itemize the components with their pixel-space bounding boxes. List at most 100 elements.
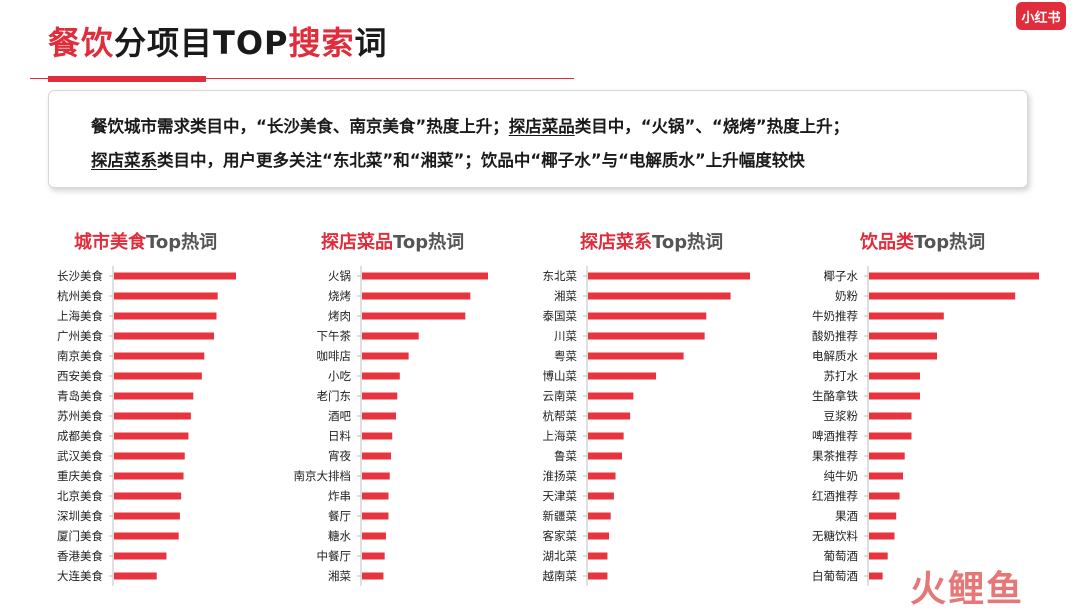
bar — [114, 452, 185, 460]
bar — [869, 292, 1016, 300]
bar — [869, 372, 920, 380]
tick-label: 果酒 — [835, 509, 858, 523]
bar — [869, 572, 883, 580]
chart-title-city-food: 城市美食Top热词 — [74, 228, 217, 254]
bar — [588, 572, 608, 580]
tick-label: 武汉美食 — [57, 449, 103, 463]
tick-label: 青岛美食 — [57, 389, 103, 403]
bar — [114, 392, 194, 400]
summary-box: 餐饮城市需求类目中，“长沙美食、南京美食”热度上升；探店菜品类目中，“火锅”、“… — [48, 90, 1028, 188]
bar — [869, 552, 888, 560]
tick-label: 越南菜 — [543, 569, 578, 583]
bar — [869, 512, 897, 520]
tick-label: 香港美食 — [57, 549, 103, 563]
bar — [869, 432, 912, 440]
bar — [588, 272, 750, 280]
bar — [362, 532, 386, 540]
bar — [588, 372, 657, 380]
bar — [869, 312, 944, 320]
tick-label: 南京大排档 — [294, 469, 352, 483]
tick-label: 天津菜 — [543, 489, 578, 503]
tick-label: 鲁菜 — [554, 449, 577, 463]
tick-label: 湘菜 — [328, 569, 351, 583]
tick-label: 纯牛奶 — [824, 469, 859, 483]
bar — [114, 572, 157, 580]
chart-title-cuisines: 探店菜系Top热词 — [580, 228, 723, 254]
bar — [362, 412, 397, 420]
tick-label: 北京美食 — [57, 489, 103, 503]
tick-label: 泰国菜 — [543, 309, 578, 323]
bar — [588, 332, 705, 340]
bar — [869, 272, 1039, 280]
tick-label: 椰子水 — [824, 269, 859, 283]
tick-label: 上海美食 — [57, 309, 103, 323]
bar — [114, 332, 215, 340]
tick-label: 上海菜 — [543, 429, 578, 443]
tick-label: 牛奶推荐 — [812, 309, 858, 323]
bar — [588, 552, 608, 560]
tick-label: 东北菜 — [543, 269, 578, 283]
tick-label: 奶粉 — [835, 289, 858, 303]
page-title: 餐饮分项目TOP搜索词 — [48, 18, 388, 64]
bar — [588, 512, 611, 520]
bar — [869, 392, 920, 400]
summary-text: 类目中，“火锅”、“烧烤”热度上升； — [574, 117, 850, 136]
tick-label: 云南菜 — [543, 389, 578, 403]
bar — [588, 432, 624, 440]
bar — [588, 352, 684, 360]
bar — [114, 532, 179, 540]
tick-label: 烤肉 — [328, 309, 351, 323]
title-divider — [30, 78, 574, 79]
bar — [869, 532, 895, 540]
bar — [588, 392, 634, 400]
tick-label: 苏打水 — [824, 369, 859, 383]
bar — [588, 472, 616, 480]
bar — [362, 452, 391, 460]
tick-label: 电解质水 — [812, 349, 858, 363]
bar — [362, 272, 488, 280]
bar — [362, 372, 400, 380]
bar — [869, 472, 903, 480]
tick-label: 广州美食 — [57, 329, 103, 343]
summary-line-1: 餐饮城市需求类目中，“长沙美食、南京美食”热度上升；探店菜品类目中，“火锅”、“… — [91, 113, 849, 137]
chart-title-part: Top热词 — [146, 232, 218, 253]
bar — [362, 492, 389, 500]
tick-label: 湘菜 — [554, 289, 577, 303]
tick-label: 糖水 — [328, 529, 351, 543]
xiaohongshu-logo: 小红书 — [1016, 2, 1066, 30]
tick-label: 生酪拿铁 — [812, 389, 858, 403]
tick-label: 火锅 — [328, 269, 351, 283]
bar — [114, 492, 182, 500]
tick-label: 下午茶 — [317, 329, 352, 343]
title-part: 搜索 — [288, 24, 355, 62]
title-part: 词 — [354, 24, 388, 62]
chart-title-drinks: 饮品类Top热词 — [860, 228, 985, 254]
bar — [362, 312, 466, 320]
tick-label: 无糖饮料 — [812, 529, 858, 543]
drinks-bar-chart: 椰子水奶粉牛奶推荐酸奶推荐电解质水苏打水生酪拿铁豆浆粉啤酒推荐果茶推荐纯牛奶红酒… — [812, 266, 1039, 586]
chart-title-part: Top热词 — [393, 232, 465, 253]
bar — [362, 352, 409, 360]
tick-label: 深圳美食 — [57, 509, 103, 523]
bar — [114, 512, 180, 520]
bar — [362, 292, 471, 300]
tick-label: 新疆菜 — [543, 509, 578, 523]
chart-title-part: 城市美食 — [74, 232, 146, 253]
title-accent-bar — [48, 76, 206, 82]
tick-label: 豆浆粉 — [824, 409, 859, 423]
tick-label: 葡萄酒 — [824, 549, 859, 563]
tick-label: 烧烤 — [328, 289, 351, 303]
tick-label: 啤酒推荐 — [812, 429, 858, 443]
tick-label: 炸串 — [328, 489, 351, 503]
tick-label: 杭帮菜 — [543, 409, 578, 423]
bar — [869, 332, 937, 340]
chart-title-part: 探店菜系 — [580, 232, 652, 253]
chart-title-part: Top热词 — [914, 232, 986, 253]
bar — [362, 572, 384, 580]
bar — [362, 472, 390, 480]
tick-label: 老门东 — [317, 389, 352, 403]
title-part: 餐饮 — [48, 24, 115, 62]
bar — [588, 452, 623, 460]
tick-label: 重庆美食 — [57, 469, 103, 483]
